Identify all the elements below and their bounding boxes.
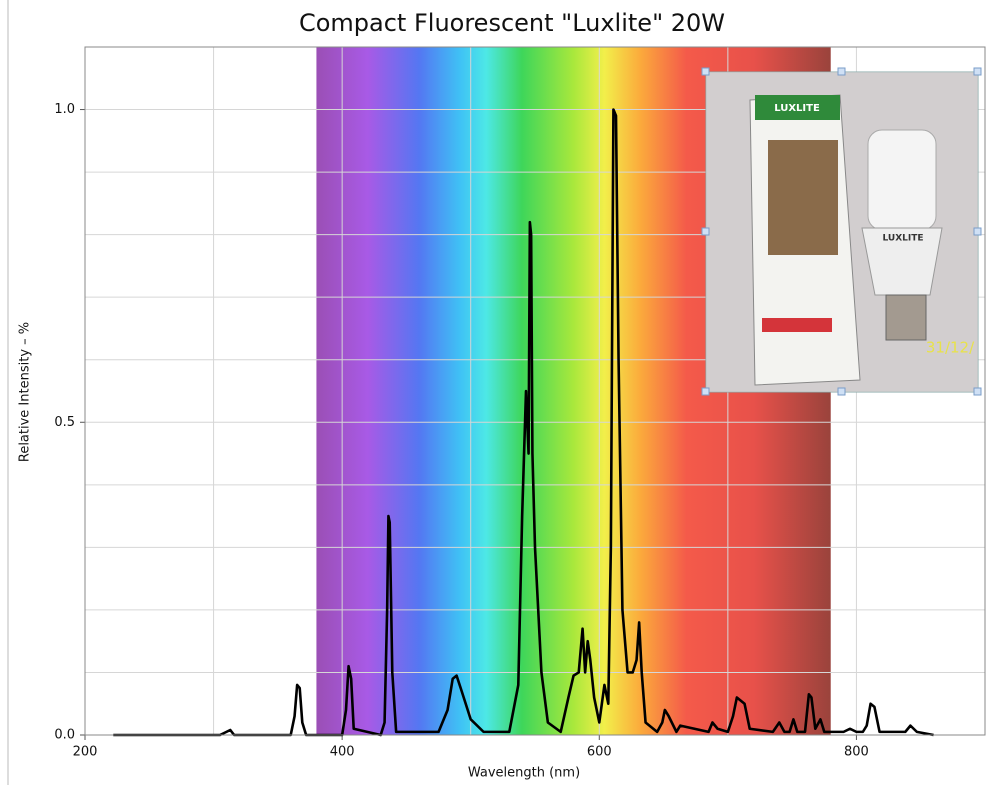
y-tick-label: 1.0 [54,102,75,117]
box-window [768,140,838,255]
y-axis-label: Relative Intensity – % [18,322,33,462]
x-tick-label: 600 [587,745,612,760]
bulb-tubes [867,129,937,231]
x-tick-label: 400 [330,745,355,760]
bulb-brand: LUXLITE [882,234,923,244]
selection-handles [701,67,982,396]
box-band [755,95,840,120]
bulb-screw [885,294,927,341]
y-tick-label: 0.0 [54,728,75,743]
box-brand: LUXLITE [774,103,820,114]
spectrum-line [113,108,934,737]
photo-inset: LUXLITE LUXLITE 31/12/ [701,67,982,396]
bulb-base [861,227,943,296]
x-tick-label: 200 [73,745,98,760]
x-tick-label: 800 [844,745,869,760]
plot-frame [84,46,986,736]
y-tick-label: 0.5 [54,415,75,430]
box-logo-bg [762,318,832,332]
chart-title: Compact Fluorescent "Luxlite" 20W [299,9,725,37]
date-stamp: 31/12/ [926,339,975,357]
x-axis-label: Wavelength (nm) [468,766,580,781]
